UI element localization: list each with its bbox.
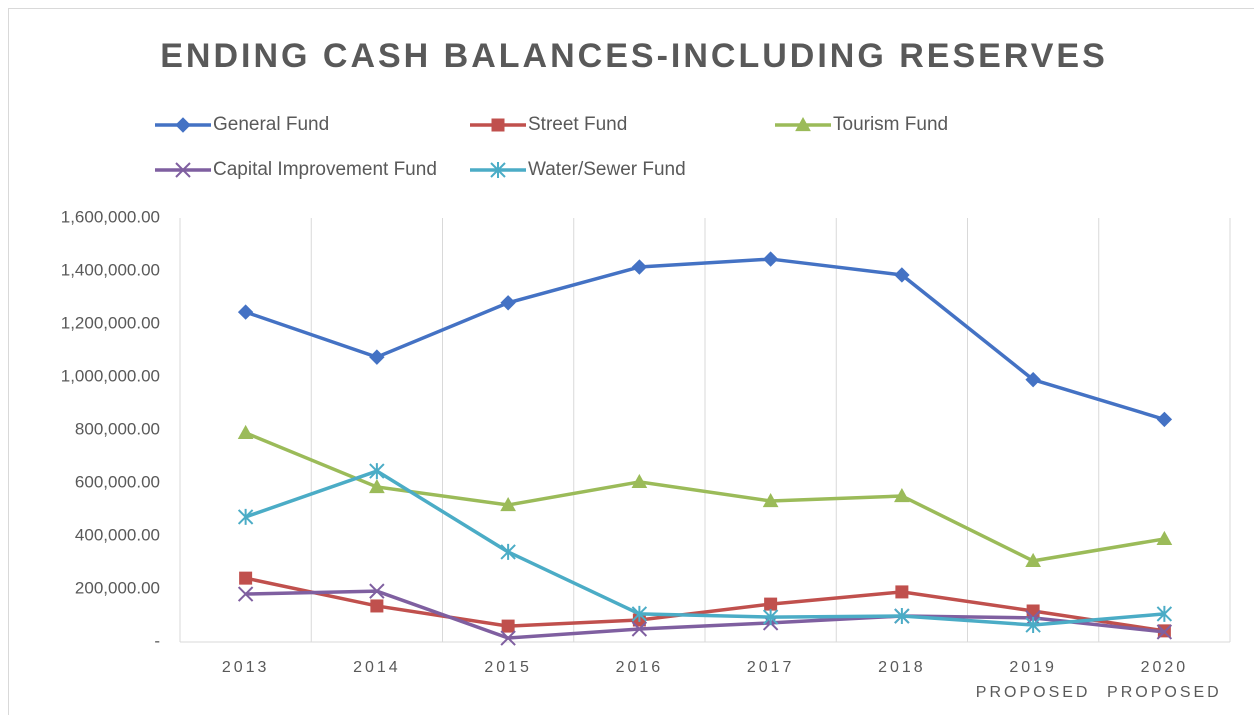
marker	[1156, 530, 1173, 546]
marker	[237, 508, 254, 525]
series-line	[245, 469, 1165, 627]
marker	[239, 571, 253, 585]
marker	[369, 583, 385, 599]
x-tick-label: 2013	[222, 659, 270, 676]
marker	[631, 605, 648, 622]
x-tick-label: 2015	[484, 659, 532, 676]
marker	[631, 473, 648, 489]
marker	[500, 543, 516, 560]
marker	[762, 492, 779, 508]
marker	[237, 586, 254, 602]
x-tick-label: 2020 PROPOSED	[1107, 659, 1222, 701]
y-tick-label: 1,000,000.00	[61, 366, 160, 385]
legend-label: Tourism Fund	[833, 114, 948, 135]
marker	[895, 585, 909, 599]
marker	[490, 162, 506, 178]
marker	[369, 349, 385, 365]
x-tick-label: 2014	[353, 659, 401, 676]
marker	[491, 118, 505, 132]
marker	[762, 609, 779, 626]
marker	[370, 599, 384, 613]
chart-title: ENDING CASH BALANCES-INCLUDING RESERVES	[160, 37, 1108, 75]
marker	[764, 597, 778, 611]
marker	[1026, 604, 1040, 618]
marker	[237, 304, 254, 320]
x-tick-label: 2017	[747, 659, 795, 676]
legend-label: Capital Improvement Fund	[213, 159, 437, 180]
marker	[1156, 605, 1173, 622]
y-tick-label: 200,000.00	[75, 578, 160, 597]
marker	[175, 117, 191, 133]
y-tick-label: 600,000.00	[75, 472, 160, 491]
marker	[369, 478, 385, 494]
x-tick-label: 2019 PROPOSED	[976, 659, 1091, 701]
marker	[894, 487, 910, 503]
marker	[1025, 617, 1041, 634]
marker	[631, 259, 648, 275]
marker	[795, 116, 811, 132]
y-tick-label: 1,200,000.00	[61, 313, 160, 332]
y-tick-label: 1,400,000.00	[61, 260, 160, 279]
marker	[762, 251, 779, 267]
x-tick-label: 2016	[616, 659, 664, 676]
marker	[1156, 624, 1173, 640]
marker	[369, 463, 385, 480]
marker	[631, 621, 648, 637]
marker	[894, 608, 910, 625]
y-tick-label: -	[154, 631, 160, 650]
x-tick-label: 2018	[878, 659, 926, 676]
series-line	[244, 431, 1165, 563]
legend-label: Street Fund	[528, 114, 627, 135]
series-line	[245, 589, 1165, 640]
series-line	[245, 576, 1165, 633]
marker	[500, 295, 516, 311]
marker	[501, 619, 515, 633]
marker	[1025, 552, 1041, 568]
legend-label: General Fund	[213, 114, 329, 135]
marker	[500, 630, 516, 646]
marker	[894, 267, 910, 283]
marker	[1156, 411, 1173, 428]
y-tick-label: 800,000.00	[75, 419, 160, 438]
y-tick-label: 400,000.00	[75, 525, 160, 544]
legend-label: Water/Sewer Fund	[528, 159, 686, 180]
series-line	[245, 257, 1165, 422]
marker	[500, 496, 516, 512]
y-tick-label: 1,600,000.00	[61, 207, 160, 226]
chart-border	[8, 8, 1254, 715]
marker	[175, 162, 191, 178]
marker	[237, 424, 254, 440]
marker	[1025, 371, 1041, 388]
